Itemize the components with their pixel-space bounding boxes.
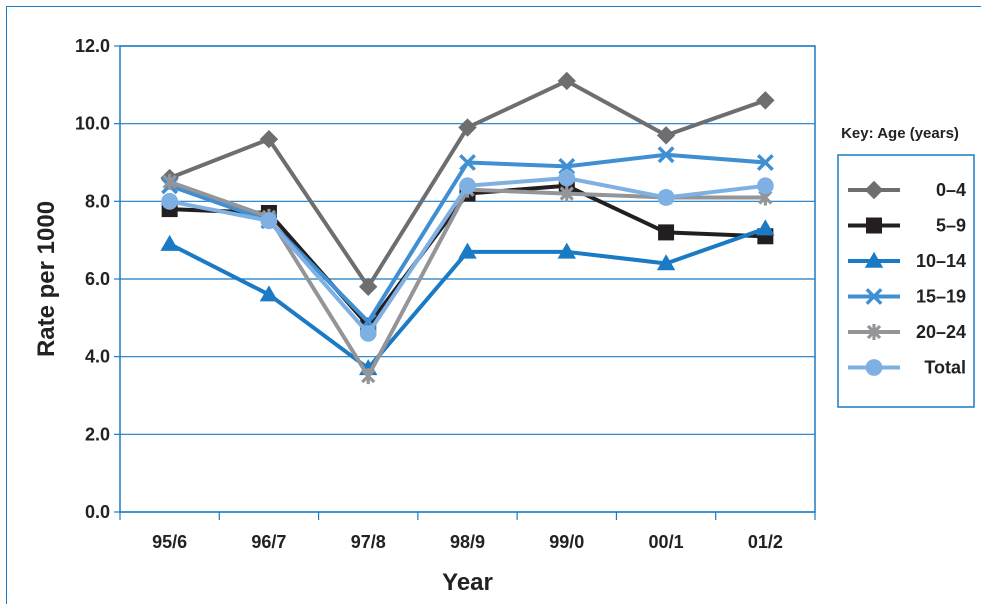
data-point-marker [458, 118, 477, 137]
data-point-marker [756, 177, 774, 195]
y-axis: 0.0 2.0 4.0 6.0 8.0 10.0 12.0 [75, 36, 120, 522]
data-point-marker [658, 224, 675, 241]
data-point-marker [458, 242, 477, 259]
y-tick-label: 4.0 [85, 347, 110, 367]
x-tick-label: 99/0 [549, 532, 584, 552]
data-point-marker [866, 217, 882, 234]
data-point-marker [259, 285, 279, 302]
y-axis-title: Rate per 1000 [33, 201, 60, 357]
legend-label: 0–4 [936, 180, 966, 200]
x-tick-label: 96/7 [251, 532, 286, 552]
y-tick-label: 0.0 [85, 502, 110, 522]
legend-entry: Total [848, 358, 966, 378]
legend-label: 15–19 [916, 287, 966, 307]
data-point-marker [657, 146, 675, 164]
legend-label: 5–9 [936, 216, 966, 236]
y-tick-label: 8.0 [85, 191, 110, 211]
data-point-marker [459, 154, 476, 171]
data-point-marker [557, 71, 576, 91]
data-point-marker [657, 189, 675, 206]
y-tick-label: 2.0 [85, 424, 110, 444]
legend-title: Key: Age (years) [841, 125, 959, 142]
chart-frame [6, 6, 981, 604]
y-tick-label: 6.0 [85, 269, 110, 289]
x-tick-label: 95/6 [152, 532, 187, 552]
y-tick-label: 12.0 [75, 36, 110, 56]
x-tick-label: 97/8 [351, 532, 386, 552]
data-point-marker [866, 324, 882, 340]
data-point-marker [656, 254, 676, 271]
data-point-marker [359, 324, 377, 342]
data-point-marker [865, 359, 883, 376]
series-10-14 [160, 219, 775, 376]
data-point-marker [559, 185, 574, 202]
series-total [161, 169, 774, 342]
data-point-marker [160, 234, 179, 251]
data-point-marker [459, 177, 476, 195]
data-point-marker [259, 130, 279, 149]
x-axis: 95/6 96/7 97/8 98/9 99/0 00/1 01/2 [119, 512, 816, 552]
data-point-marker [865, 288, 883, 305]
series-lines [160, 71, 775, 385]
x-tick-label: 01/2 [748, 532, 783, 552]
legend-entry: 0–4 [848, 180, 966, 200]
data-point-marker [864, 251, 884, 268]
legend [837, 154, 975, 408]
x-tick-label: 98/9 [450, 532, 485, 552]
data-point-marker [260, 212, 278, 230]
legend-entry: 10–14 [848, 251, 966, 271]
data-point-marker [557, 242, 576, 259]
legend-entries: 0–4 5–9 10–14 15–19 20–24 Total [848, 180, 966, 378]
series-0-4 [160, 71, 775, 296]
grid-lines [120, 45, 815, 513]
legend-label: 10–14 [916, 251, 966, 271]
series-15-19 [161, 146, 774, 331]
data-point-marker [756, 91, 775, 110]
data-point-marker [756, 154, 774, 171]
legend-label: Total [924, 358, 966, 378]
data-point-marker [162, 173, 177, 190]
legend-entry: 15–19 [848, 287, 966, 307]
data-point-marker [558, 169, 576, 187]
data-point-marker [361, 368, 376, 385]
y-tick-label: 10.0 [75, 114, 110, 134]
legend-label: 20–24 [916, 322, 966, 342]
x-tick-label: 00/1 [649, 532, 684, 552]
data-point-marker [756, 219, 775, 236]
legend-entry: 20–24 [848, 322, 966, 342]
x-axis-title: Year [442, 569, 493, 596]
data-point-marker [359, 277, 378, 296]
legend-entry: 5–9 [848, 216, 966, 236]
data-point-marker [864, 180, 884, 200]
data-point-marker [656, 126, 676, 145]
data-point-marker [161, 192, 179, 210]
